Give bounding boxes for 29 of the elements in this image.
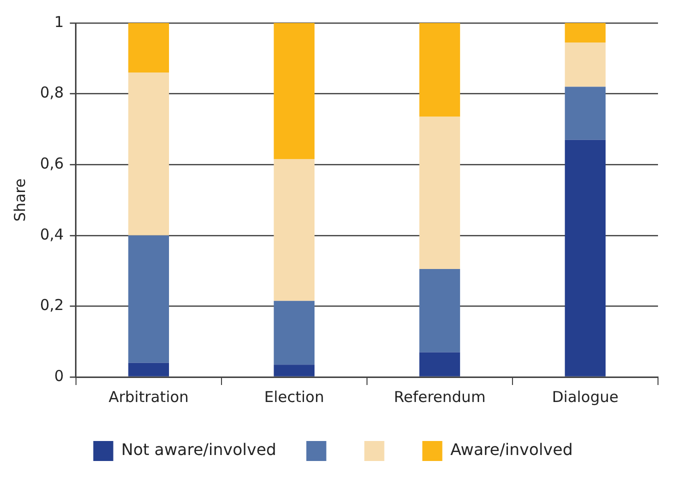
bar (128, 23, 169, 73)
bar (274, 300, 315, 365)
bar (274, 23, 315, 160)
legend-label: Aware/involved (450, 440, 573, 460)
bar (274, 364, 315, 376)
bar (564, 23, 606, 42)
bar (274, 159, 315, 301)
y-tick-label: 1 (54, 12, 64, 31)
bar (128, 235, 169, 363)
bar (419, 116, 460, 270)
y-tick-label: 0 (54, 366, 64, 385)
y-axis-title: Share (10, 178, 29, 222)
bar (564, 140, 606, 376)
bar (419, 352, 460, 376)
bar (128, 362, 169, 376)
bar (128, 72, 169, 236)
y-tick-label: 0,4 (40, 225, 64, 244)
x-tick-label: Arbitration (108, 388, 189, 406)
bar (419, 269, 460, 352)
y-tick-label: 0,2 (40, 296, 64, 314)
x-tick-label: Dialogue (552, 388, 618, 406)
x-tick-label: Election (264, 388, 324, 406)
bar (564, 86, 606, 140)
bar (419, 23, 460, 117)
legend-label: Not aware/involved (121, 440, 276, 460)
bar (564, 42, 606, 87)
x-tick-label: Referendum (394, 388, 486, 406)
y-tick-label: 0,8 (40, 84, 64, 102)
y-tick-label: 0,6 (40, 154, 64, 172)
